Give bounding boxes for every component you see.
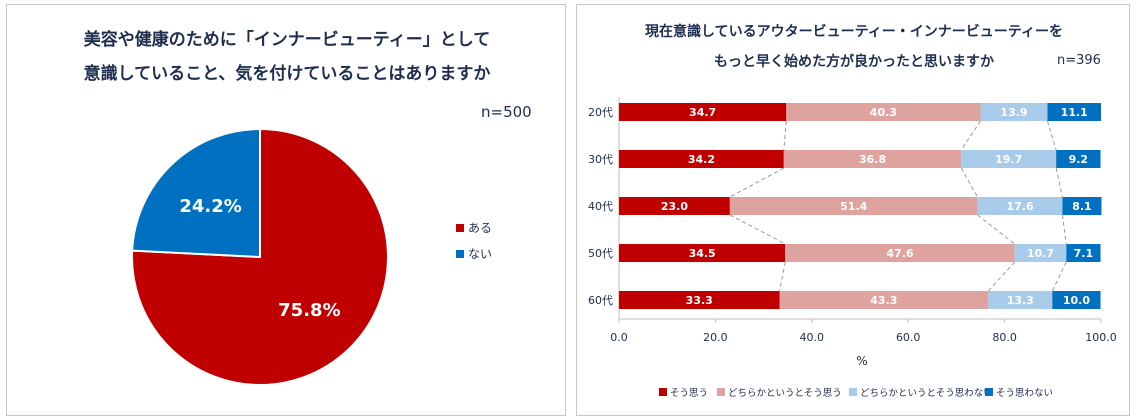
bar-segment [1052, 291, 1101, 309]
data-label: 36.8 [859, 153, 886, 166]
bar-segment [785, 244, 1015, 262]
data-label: 43.3 [870, 294, 897, 307]
bar-segment [619, 103, 787, 121]
legend-swatch [456, 250, 464, 258]
bar-segment [988, 291, 1053, 309]
bar-n-label: n=396 [1057, 53, 1101, 68]
legend-swatch [456, 224, 464, 232]
category-label: 40代 [588, 200, 613, 213]
bar-segment [779, 291, 989, 309]
connector-line [1055, 167, 1063, 198]
legend-swatch [717, 388, 725, 396]
data-label: 13.3 [1007, 294, 1034, 307]
bar-segment [977, 197, 1063, 215]
bar-segment [619, 244, 786, 262]
data-label: 40.3 [870, 106, 897, 119]
connector-line [729, 167, 785, 198]
connector-line [1047, 120, 1057, 151]
connector-line [960, 167, 979, 198]
connector-line [977, 214, 1016, 245]
bar-segment [619, 150, 784, 168]
data-label: 47.6 [886, 247, 913, 260]
legend-swatch [659, 388, 667, 396]
bar-segment [1014, 244, 1067, 262]
connector-line [783, 120, 787, 151]
bar-segment [619, 197, 730, 215]
data-label: 19.7 [995, 153, 1022, 166]
data-label: 34.2 [688, 153, 715, 166]
bar-segment [783, 150, 962, 168]
data-label: 34.7 [689, 106, 716, 119]
bar-segment [1056, 150, 1101, 168]
pie-n-label: n=500 [481, 103, 532, 121]
legend-label: どちらかというとそう思う [728, 388, 842, 399]
data-label: 34.5 [689, 247, 716, 260]
data-label: 7.1 [1074, 247, 1094, 260]
pie-title-line1: 美容や健康のために「インナービューティー」として [83, 30, 491, 50]
bar-title-line2: もっと早く始めた方が良かったと思いますか [714, 54, 994, 70]
data-label: 8.1 [1072, 200, 1092, 213]
data-label: 10.7 [1027, 247, 1054, 260]
data-label: 10.0 [1063, 294, 1090, 307]
connector-line [960, 120, 981, 151]
data-label: 11.1 [1061, 106, 1088, 119]
stacked-bar-chart: 20代 34.7 40.3 13.9 11.1 30代 34.2 36.8 19.7 9.2 40代… [588, 97, 1117, 399]
bar-title-line1: 現在意識しているアウタービューティー・インナービューティーを [645, 24, 1063, 40]
bar-segment [729, 197, 978, 215]
bar-segment [1047, 103, 1101, 121]
x-tick-label: 60.0 [896, 331, 921, 344]
pie-slice-0 [131, 127, 389, 386]
x-tick-label: 40.0 [800, 331, 825, 344]
legend-swatch [849, 388, 857, 396]
bar-segment [786, 103, 981, 121]
legend-label: ない [468, 247, 492, 261]
bar-chart-panel: 現在意識しているアウタービューティー・インナービューティーを もっと早く始めた方… [576, 4, 1130, 416]
pie-title-line2: 意識していること、気を付けていることはありますか [83, 64, 491, 84]
data-label: 33.3 [686, 294, 713, 307]
x-tick-label: 20.0 [703, 331, 728, 344]
category-label: 20代 [588, 106, 613, 119]
bar-segment [1062, 197, 1102, 215]
bar-segment [961, 150, 1057, 168]
bar-segment [980, 103, 1048, 121]
x-tick-label: 80.0 [992, 331, 1017, 344]
x-tick-label: 0.0 [610, 331, 628, 344]
data-label: 13.9 [1000, 106, 1027, 119]
legend-swatch [985, 388, 993, 396]
x-axis-title: % [856, 354, 867, 368]
legend-label: ある [468, 221, 492, 235]
connector-line [1061, 214, 1067, 245]
data-label: 17.6 [1006, 200, 1033, 213]
pie-slice-label: 24.2% [179, 196, 241, 217]
data-label: 23.0 [661, 200, 688, 213]
data-label: 51.4 [840, 200, 867, 213]
connector-line [729, 214, 786, 245]
category-label: 50代 [588, 247, 613, 260]
pie-slice-label: 75.8% [278, 300, 340, 321]
legend-label: そう思う [670, 388, 708, 399]
category-label: 30代 [588, 153, 613, 166]
bar-segment [1066, 244, 1101, 262]
x-tick-label: 100.0 [1085, 331, 1117, 344]
pie-slice-1 [131, 127, 261, 259]
pie-chart-panel: 美容や健康のために「インナービューティー」として 意識していること、気を付けてい… [6, 4, 566, 416]
legend-label: そう思わない [996, 388, 1053, 399]
connector-line [987, 261, 1016, 292]
category-label: 60代 [588, 294, 613, 307]
legend-label: どちらかというとそう思わない [860, 388, 993, 399]
connector-line [1051, 261, 1067, 292]
data-label: 9.2 [1069, 153, 1089, 166]
bar-segment [619, 291, 780, 309]
connector-line [779, 261, 786, 292]
